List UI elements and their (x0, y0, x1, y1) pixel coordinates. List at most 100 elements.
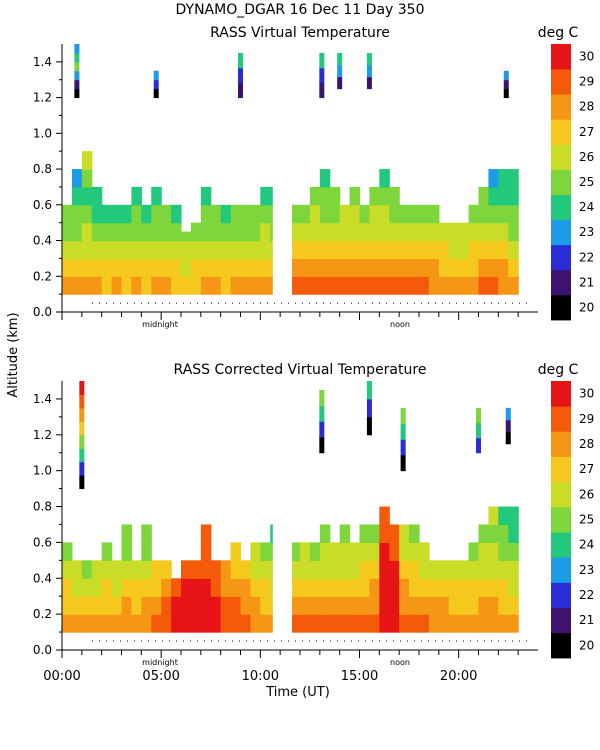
temp-cell (270, 258, 273, 277)
colorbar-2: 20 21 22 23 24 25 26 27 28 29 30 (551, 381, 594, 659)
temp-cell (319, 169, 331, 188)
temp-cell (270, 560, 273, 579)
x-axis-label: Time (UT) (265, 685, 330, 700)
temp-cell (448, 596, 460, 615)
temp-cell (230, 614, 242, 633)
colorbar-2-unit: deg C (538, 362, 579, 378)
temp-cell (200, 596, 212, 615)
temp-cell (498, 560, 509, 579)
temp-cell (438, 578, 450, 597)
temp-cell (292, 258, 301, 277)
temp-cell (240, 614, 252, 633)
temp-cell (379, 276, 390, 295)
temp-cell (260, 186, 271, 206)
temp-cell (230, 204, 242, 224)
temp-cell (319, 276, 331, 295)
temp-cell (91, 276, 103, 295)
temp-streak-cell (366, 398, 372, 418)
temp-cell (210, 204, 222, 224)
temp-cell (161, 222, 172, 242)
temp-cell (508, 204, 519, 224)
temp-cell (230, 240, 242, 259)
temp-cell (220, 560, 232, 579)
temp-cell (468, 614, 480, 633)
temp-cell (309, 240, 321, 259)
colorbar-swatch (551, 169, 571, 195)
colorbar-label: 23 (579, 225, 594, 239)
temp-cell (141, 614, 152, 633)
temp-cell (230, 560, 242, 579)
temp-cell (91, 258, 103, 277)
temp-cell (190, 240, 202, 259)
temp-cell (329, 186, 341, 206)
temp-cell (419, 560, 430, 579)
temp-cell (171, 240, 182, 259)
temp-cell (349, 258, 361, 277)
temp-cell (319, 258, 331, 277)
temp-cell (309, 258, 321, 277)
temp-cell (292, 578, 301, 597)
temp-cell (190, 276, 202, 295)
temp-cell (508, 542, 519, 561)
temp-cell (419, 276, 430, 295)
temp-cell (131, 222, 142, 242)
temp-cell (498, 222, 509, 242)
temp-cell (81, 258, 93, 277)
colorbar-swatch (551, 44, 571, 70)
temp-cell (250, 222, 261, 242)
temp-cell (240, 596, 252, 615)
temp-cell (270, 204, 273, 224)
y-tick-label: 1.2 (33, 91, 52, 105)
colorbar-swatch (551, 557, 571, 583)
temp-cell (399, 222, 410, 242)
temp-cell (171, 222, 182, 242)
temp-cell (448, 560, 460, 579)
temp-cell (260, 614, 271, 633)
temp-cell (488, 560, 499, 579)
temp-cell (478, 524, 490, 543)
temp-cell (498, 204, 509, 224)
temp-cell (349, 204, 361, 224)
temp-cell (339, 204, 351, 224)
temp-cell (121, 596, 133, 615)
temp-cell (399, 596, 410, 615)
temp-cell (292, 560, 301, 579)
temp-streak-cell (319, 82, 325, 99)
temp-cell (369, 560, 380, 579)
temp-cell (399, 614, 410, 633)
temp-streak-cell (74, 44, 80, 54)
temp-cell (121, 258, 133, 277)
temp-streak-cell (319, 437, 325, 454)
temp-cell (210, 560, 222, 579)
colorbar-swatch (551, 269, 571, 296)
temp-streak-cell (337, 64, 343, 78)
temp-cell (190, 596, 202, 615)
temp-cell (399, 524, 410, 543)
x-tick-label: 05:00 (142, 669, 179, 684)
temp-cell (438, 560, 450, 579)
temp-cell (151, 560, 162, 579)
temp-streak-cell (503, 70, 509, 81)
temp-cell (329, 614, 341, 633)
temp-cell (190, 258, 202, 277)
temp-cell (111, 560, 123, 579)
temp-cell (309, 578, 321, 597)
temp-cell (359, 578, 371, 597)
y-tick-label: 0.2 (33, 607, 52, 621)
temp-cell (181, 596, 192, 615)
temp-cell (91, 560, 103, 579)
temp-cell (111, 614, 123, 633)
temp-cell (121, 276, 133, 295)
temp-cell (458, 222, 470, 242)
temp-cell (369, 524, 380, 543)
temp-cell (161, 578, 172, 597)
temp-cell (111, 240, 123, 259)
temp-cell (359, 542, 371, 561)
temp-cell (508, 578, 519, 597)
temp-cell (81, 276, 93, 295)
temp-cell (359, 258, 371, 277)
temp-cell (62, 276, 73, 295)
temp-cell (498, 169, 509, 188)
colorbar-label: 29 (579, 412, 594, 426)
